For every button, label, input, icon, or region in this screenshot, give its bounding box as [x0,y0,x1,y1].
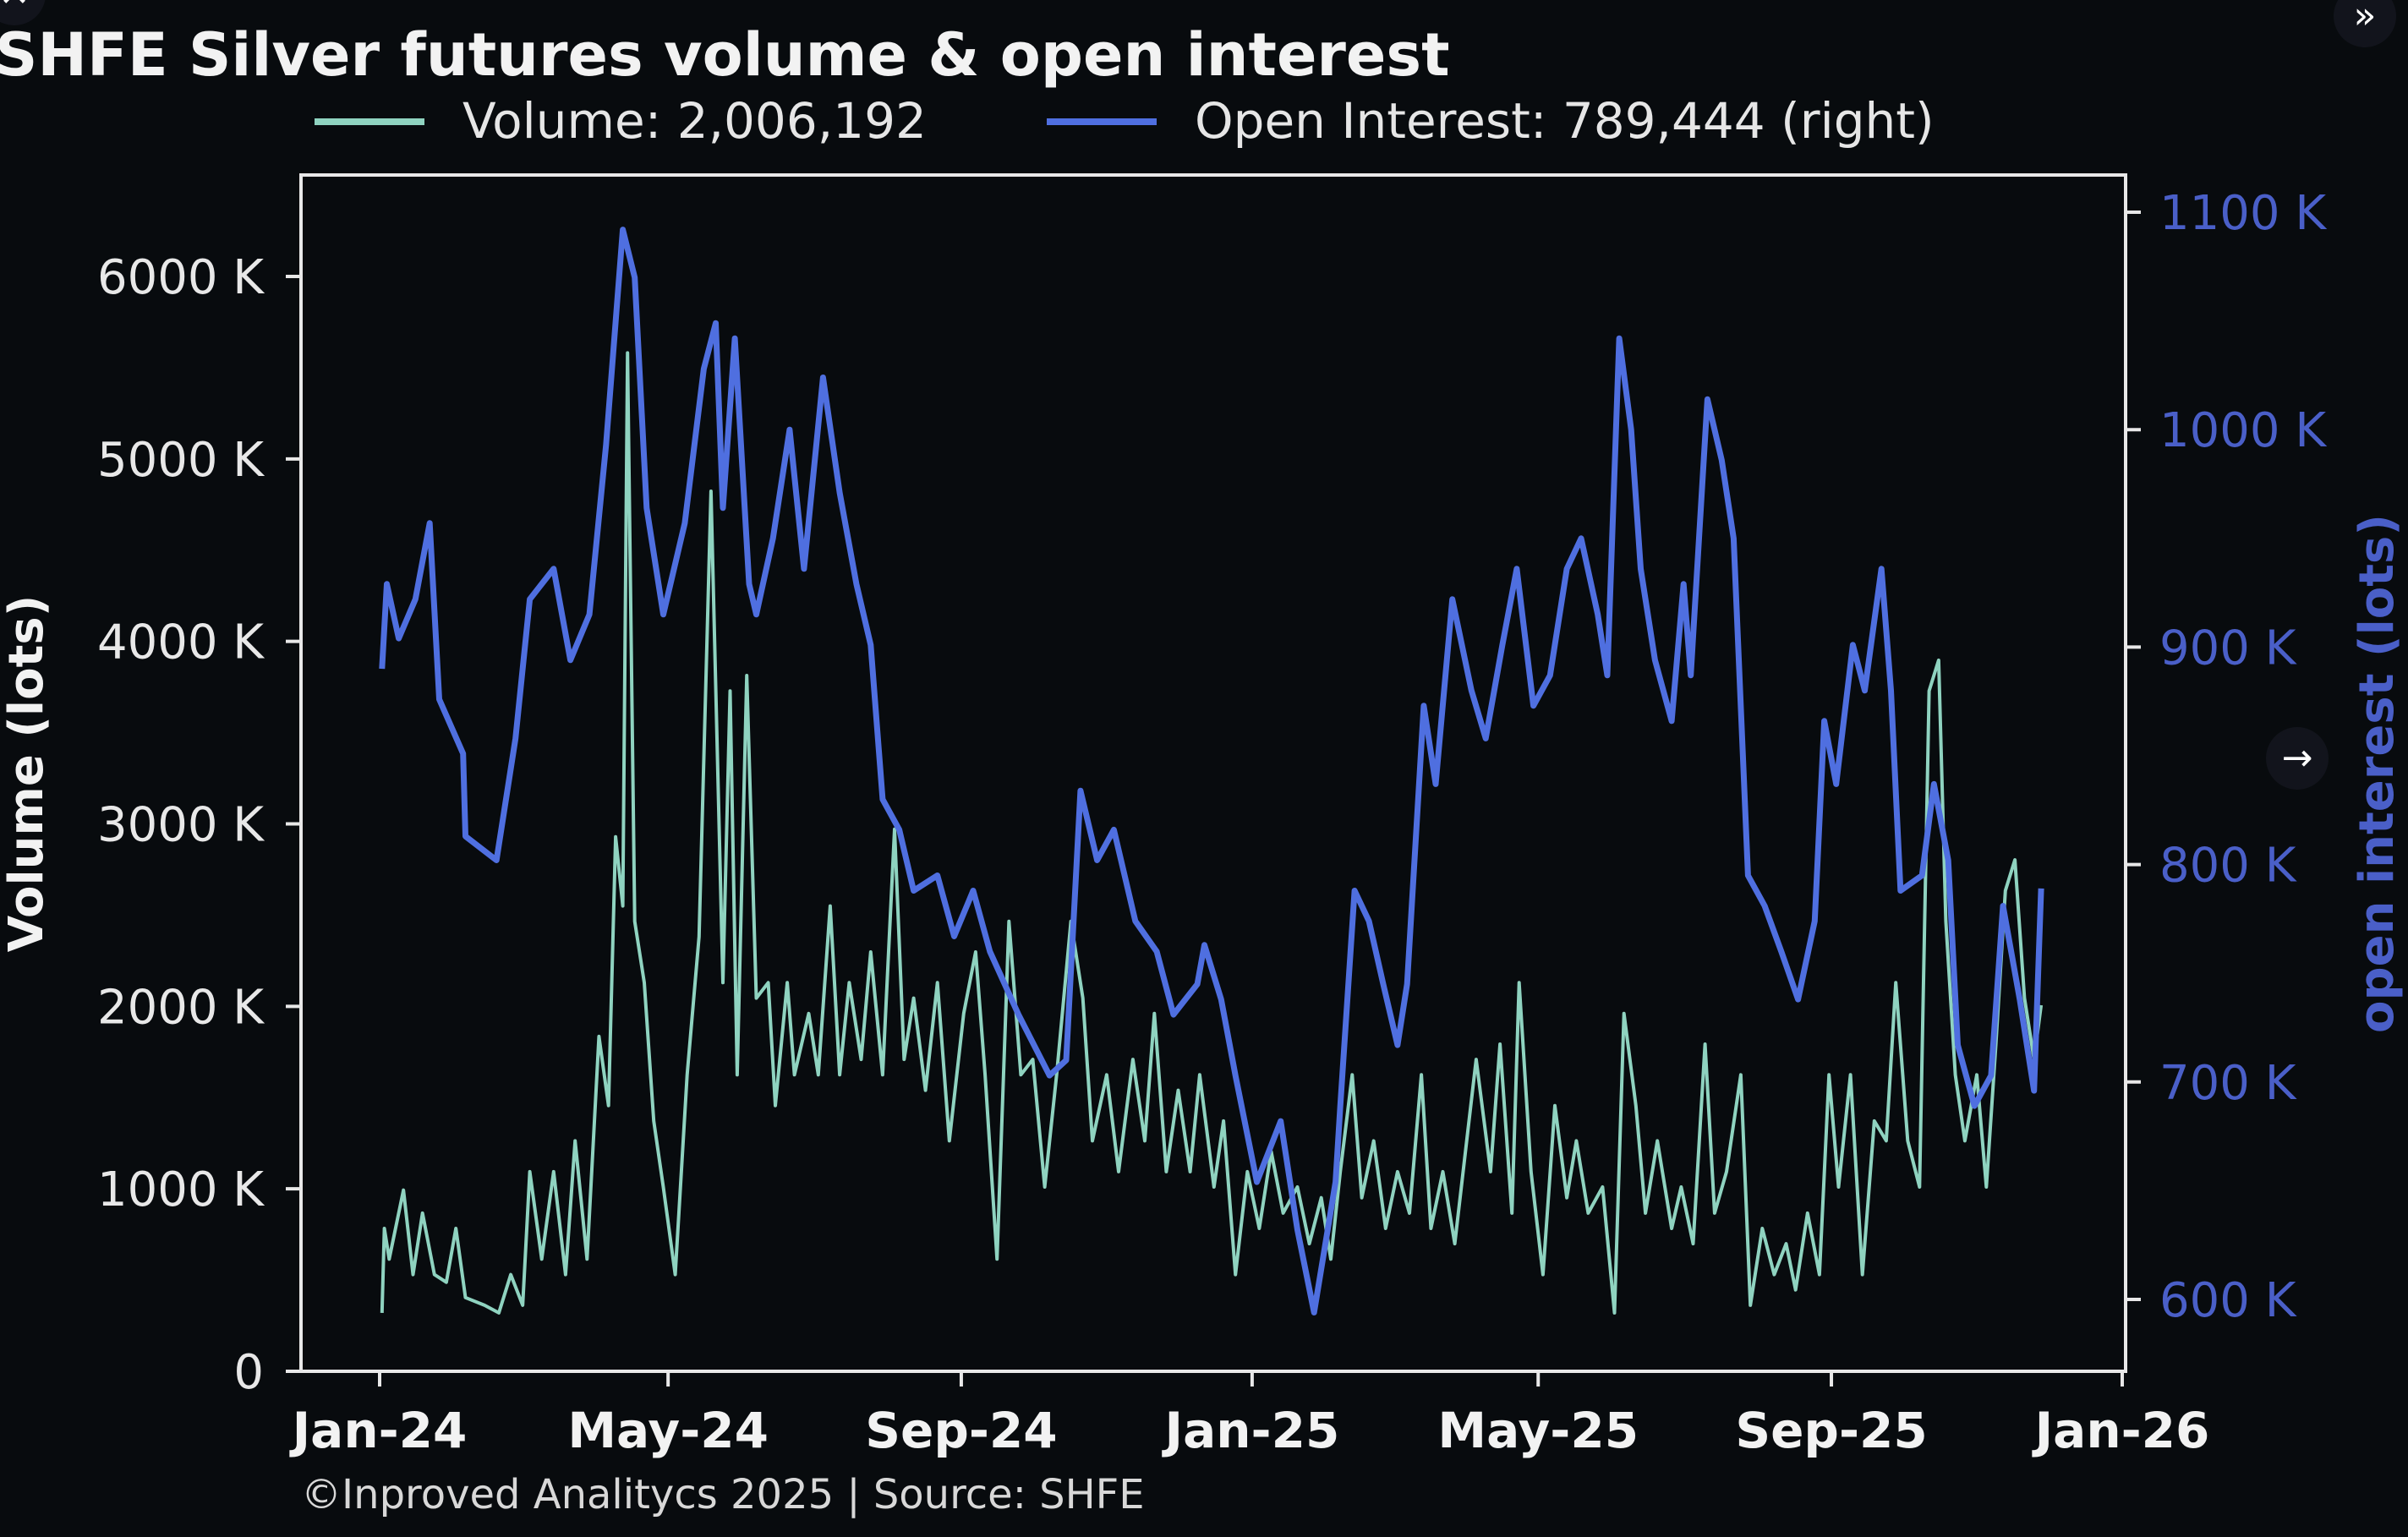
chart-footer: ©Inproved Analitycs 2025 | Source: SHFE [301,1471,1145,1518]
y-right-axis-label: open interest (lots) [2350,514,2405,1033]
x-tick-label: Sep-24 [865,1402,1057,1459]
x-tick-label: Jan-24 [289,1402,468,1459]
close-icon: ✕ [0,0,30,13]
x-tick-label: May-25 [1437,1402,1639,1459]
y-right-tick-label: 1000 K [2159,403,2327,458]
legend-item-open-interest: Open Interest: 789,444 (right) [1047,92,1935,150]
legend-label-volume: Volume: 2,006,192 [462,92,927,150]
y-left-tick-label: 5000 K [97,433,265,488]
legend-label-open-interest: Open Interest: 789,444 (right) [1195,92,1935,150]
x-tick-label: Jan-25 [1162,1402,1340,1459]
open-interest-line [379,227,2044,1315]
legend-item-volume: Volume: 2,006,192 [315,92,927,150]
legend-swatch-open-interest [1047,118,1157,125]
double-chevron-right-icon: » [2353,0,2377,37]
y-left-tick-label: 2000 K [97,980,265,1035]
legend-swatch-volume [315,118,424,125]
y-left-tick-label: 3000 K [97,798,265,853]
arrow-right-icon: → [2281,736,2313,779]
y-right-tick-label: 600 K [2159,1273,2297,1328]
y-right-tick-label: 900 K [2159,621,2297,676]
x-tick-label: Jan-26 [2032,1402,2210,1459]
plot-frame [299,173,2127,1373]
y-right-tick-label: 1100 K [2159,186,2327,241]
chart-title: SHFE Silver futures volume & open intere… [0,20,1450,90]
volume-line [380,351,2044,1315]
y-left-tick-label: 4000 K [97,615,265,670]
x-tick-label: Sep-25 [1735,1402,1927,1459]
next-button[interactable]: → [2266,727,2329,790]
y-right-tick-label: 700 K [2159,1056,2297,1111]
y-left-tick-label: 0 [233,1345,264,1400]
x-tick-label: May-24 [567,1402,769,1459]
y-left-axis-label: Volume (lots) [0,595,54,953]
y-left-tick-label: 6000 K [97,250,265,305]
y-right-tick-label: 800 K [2159,839,2297,894]
y-left-tick-label: 1000 K [97,1162,265,1217]
